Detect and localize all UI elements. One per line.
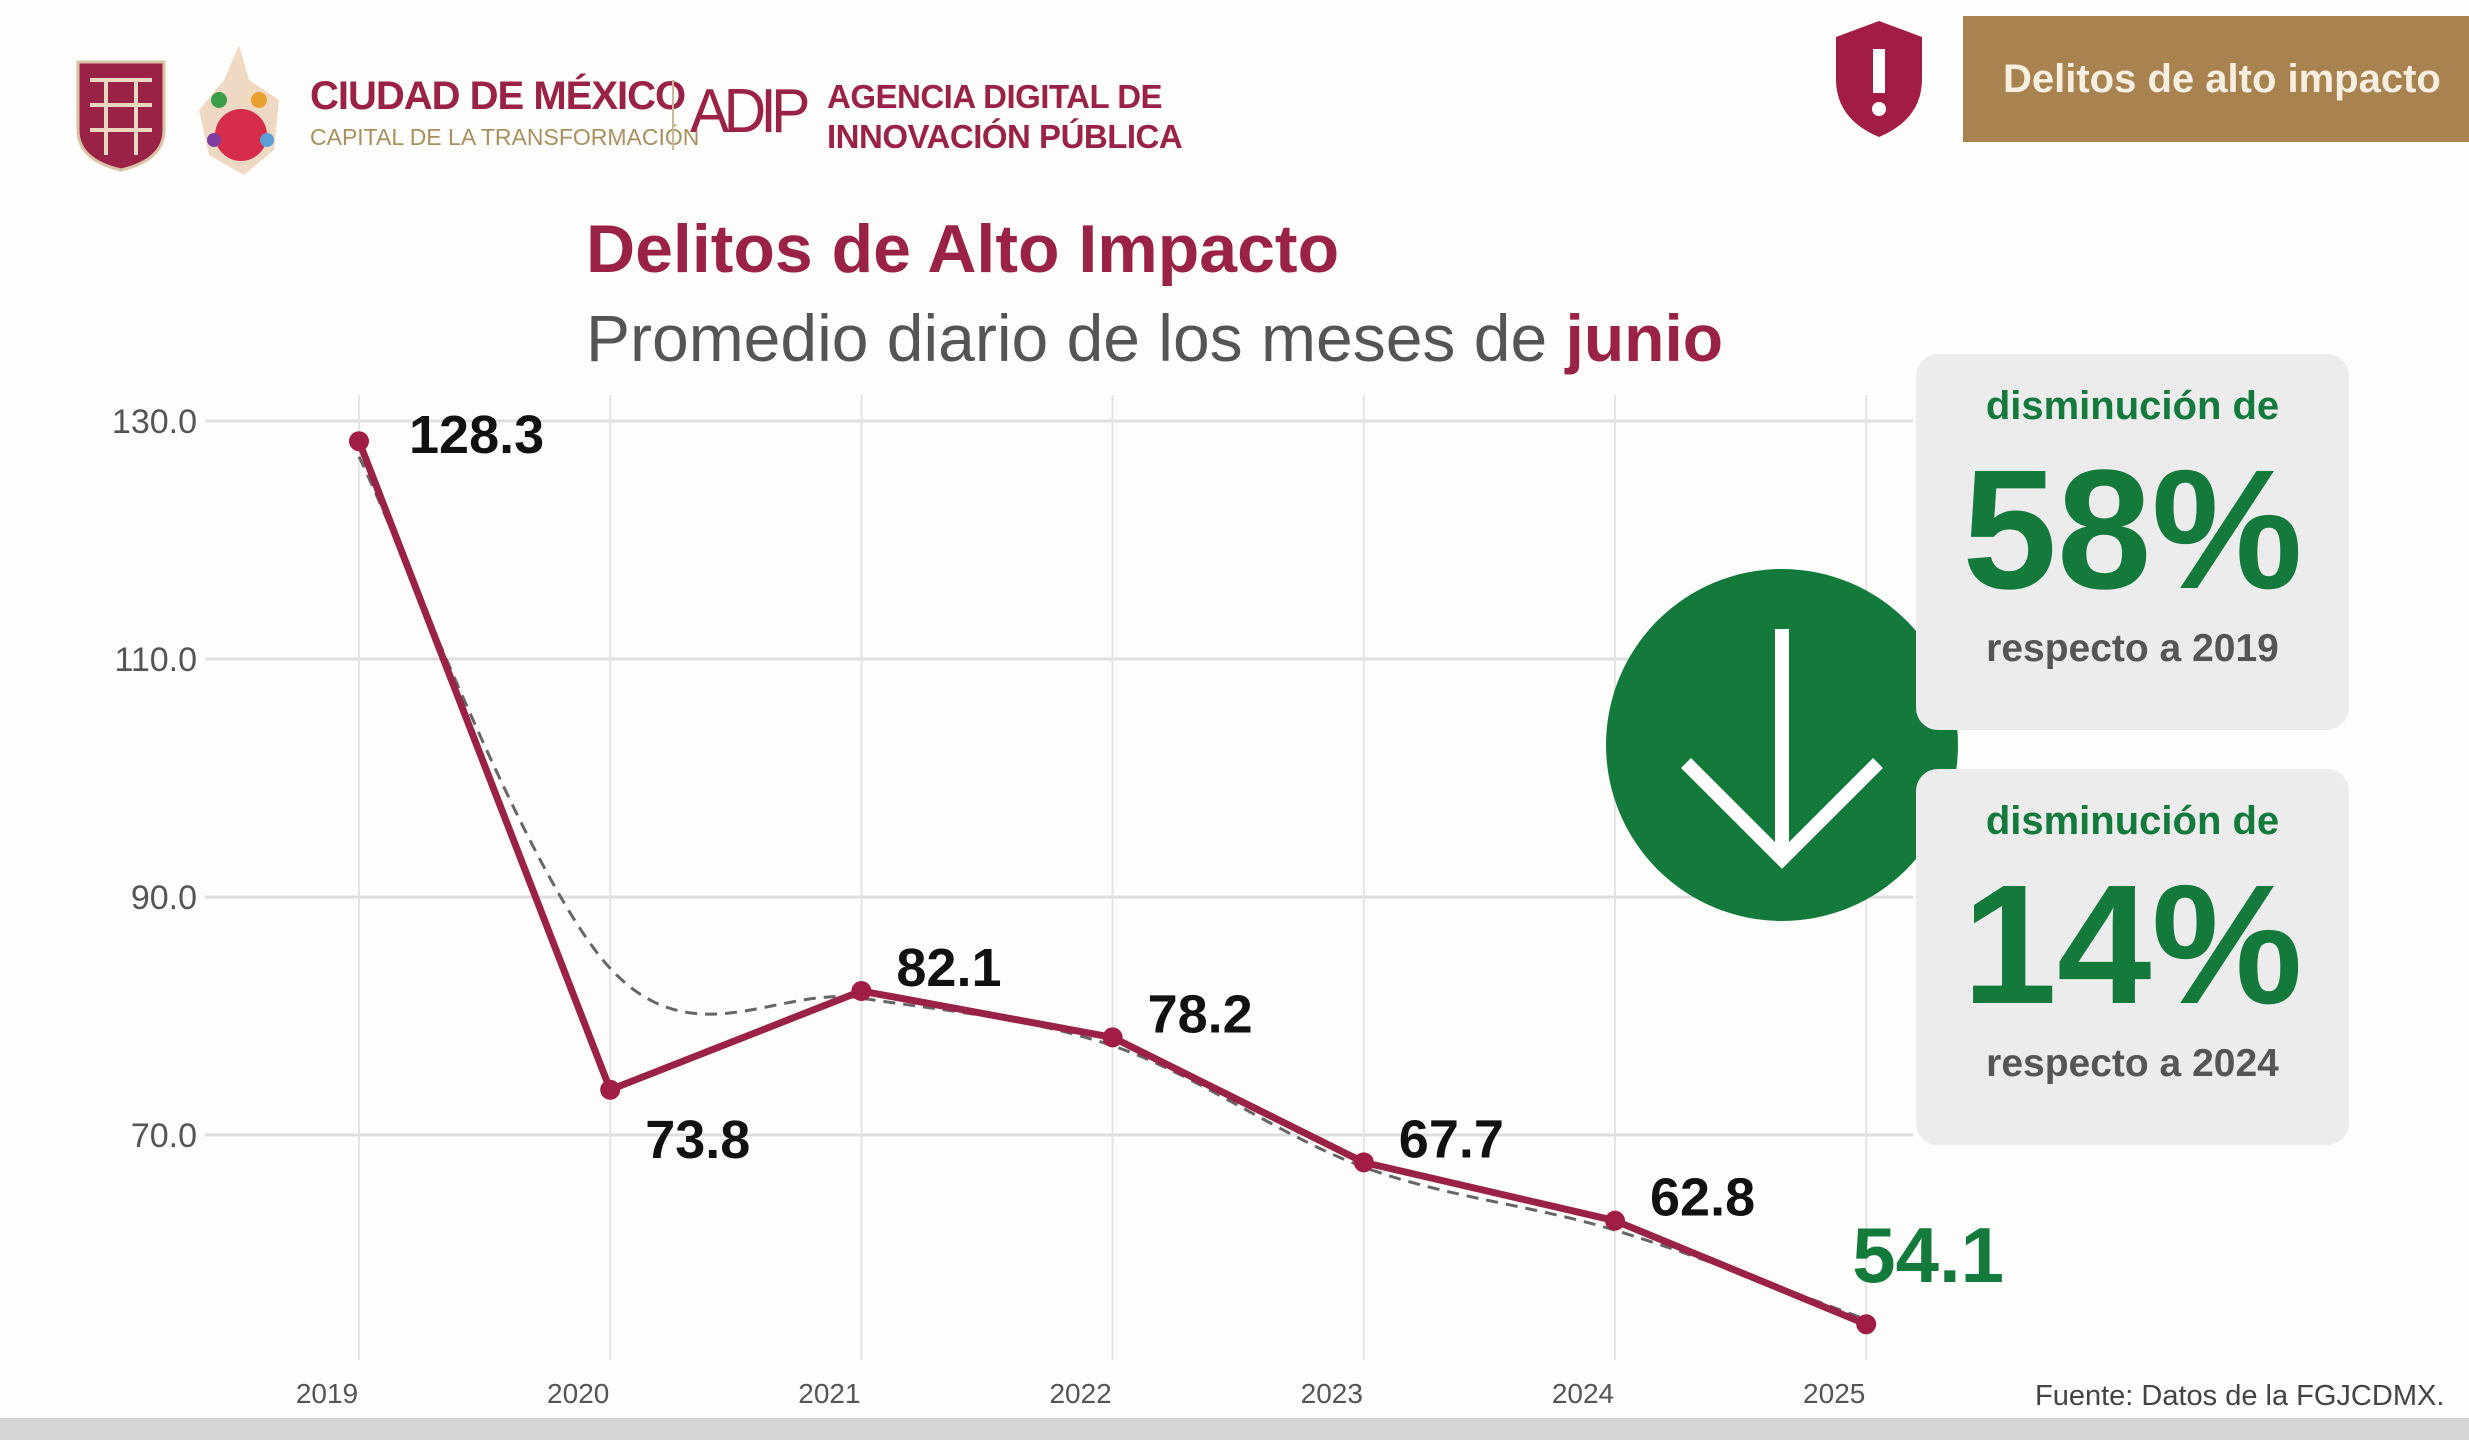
y-tick-label: 130.0 xyxy=(112,403,197,441)
x-tick-label: 2024 xyxy=(1552,1378,1614,1409)
data-label: 54.1 xyxy=(1852,1211,2004,1299)
agency-line-2: INNOVACIÓN PÚBLICA xyxy=(827,118,1183,155)
brand-subtitle: CAPITAL DE LA TRANSFORMACIÓN xyxy=(310,124,700,150)
agency-line-1: AGENCIA DIGITAL DE xyxy=(827,78,1163,115)
chart-subtitle: Promedio diario de los meses de junio xyxy=(586,300,1723,376)
x-tick-label: 2021 xyxy=(798,1378,860,1409)
bottom-bar xyxy=(0,1418,2469,1440)
y-tick-label: 110.0 xyxy=(114,641,197,679)
card-label: disminución de xyxy=(1985,384,2280,428)
decrease-card-2019: disminución de 58% respecto a 2019 xyxy=(1916,354,2349,730)
x-tick-label: 2023 xyxy=(1301,1378,1363,1409)
x-tick-label: 2022 xyxy=(1049,1378,1111,1409)
alert-shield-icon xyxy=(1836,21,1922,137)
x-tick-label: 2020 xyxy=(547,1378,609,1409)
adip-logo: ADIP xyxy=(690,77,810,146)
data-label: 78.2 xyxy=(1148,984,1253,1044)
data-point xyxy=(851,981,872,1002)
card-percent: 58% xyxy=(1962,435,2303,625)
card-reference: respecto a 2019 xyxy=(1986,627,2279,670)
y-tick-label: 70.0 xyxy=(131,1117,197,1155)
data-label: 82.1 xyxy=(896,938,1001,998)
brand-title: CIUDAD DE MÉXICO xyxy=(310,74,686,118)
data-label: 128.3 xyxy=(409,405,544,465)
source-note: Fuente: Datos de la FGJCDMX. xyxy=(2035,1380,2445,1412)
floral-heart-logo xyxy=(199,45,279,175)
card-percent: 14% xyxy=(1962,850,2303,1040)
data-label: 73.8 xyxy=(645,1110,750,1170)
data-label: 62.8 xyxy=(1650,1168,1755,1228)
data-point xyxy=(349,431,369,452)
x-tick-label: 2025 xyxy=(1803,1378,1865,1409)
subtitle-prefix: Promedio diario de los meses de xyxy=(586,301,1566,375)
header-divider xyxy=(672,80,674,150)
data-label: 67.7 xyxy=(1399,1109,1504,1169)
data-point xyxy=(1102,1027,1123,1048)
decrease-card-2024: disminución de 14% respecto a 2024 xyxy=(1916,769,2349,1145)
down-arrow-icon xyxy=(1606,569,1958,921)
card-label: disminución de xyxy=(1985,799,2280,843)
x-tick-label: 2019 xyxy=(296,1378,358,1409)
chart-title: Delitos de Alto Impacto xyxy=(586,211,1340,287)
subtitle-highlight: junio xyxy=(1565,301,1724,375)
cdmx-shield-logo xyxy=(76,60,166,172)
section-badge[interactable]: Delitos de alto impacto xyxy=(1963,16,2469,142)
y-tick-label: 90.0 xyxy=(131,879,197,917)
card-reference: respecto a 2024 xyxy=(1986,1042,2279,1085)
data-point xyxy=(1605,1210,1625,1231)
data-point xyxy=(1856,1314,1877,1335)
data-point xyxy=(600,1079,621,1100)
data-point xyxy=(1353,1152,1374,1173)
